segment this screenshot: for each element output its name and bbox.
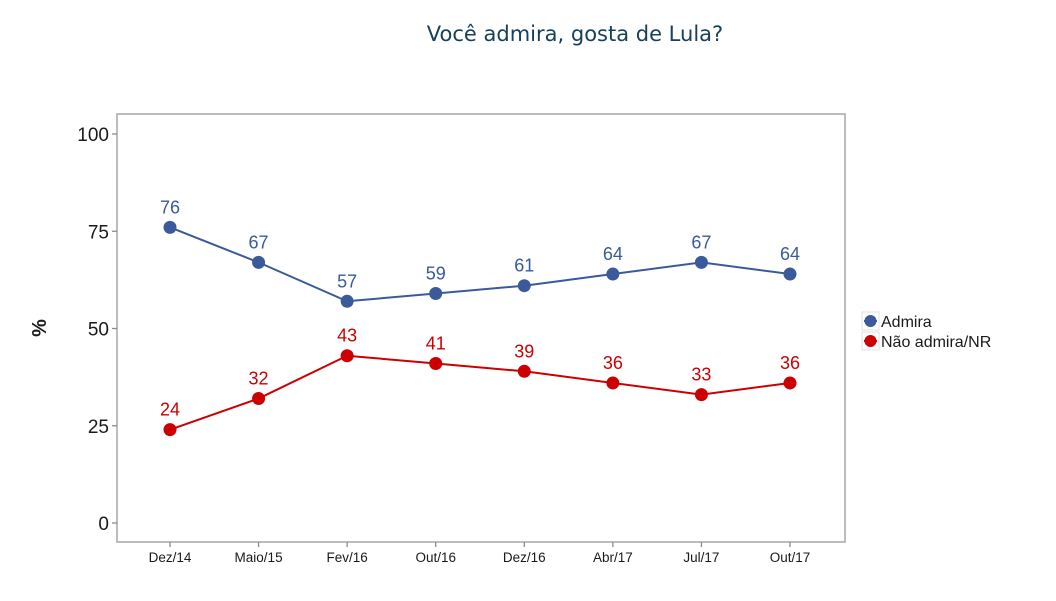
x-tick-label: Out/16 — [415, 550, 456, 565]
x-tick-label: Maio/15 — [235, 550, 283, 565]
y-tick-label: 75 — [88, 222, 109, 243]
data-point — [163, 220, 177, 234]
legend-item: Admira — [861, 311, 932, 331]
y-tick-label: 0 — [98, 514, 109, 535]
x-tick-label: Jul/17 — [683, 550, 719, 565]
x-axis: Dez/14 Maio/15 Fev/16 Out/16 Dez/16 Abr/17 Jul… — [149, 542, 811, 565]
data-point — [252, 255, 266, 269]
series-admira: 76 67 57 59 61 64 67 64 — [160, 197, 800, 308]
data-label: 61 — [514, 256, 534, 276]
y-tick-label: 100 — [77, 125, 109, 146]
data-point — [783, 376, 797, 390]
data-label: 64 — [603, 244, 623, 264]
data-label: 59 — [426, 263, 446, 283]
data-point — [252, 392, 266, 406]
data-label: 36 — [603, 353, 623, 373]
series-layer: 76 67 57 59 61 64 67 64 24 32 43 41 39 36 33 36 — [160, 197, 800, 437]
data-label: 43 — [337, 326, 357, 346]
data-point — [606, 267, 620, 281]
x-tick-label: Dez/14 — [149, 550, 192, 565]
data-point — [694, 255, 708, 269]
legend: Admira Não admira/NR — [861, 311, 991, 351]
series-line — [169, 354, 791, 431]
x-tick-label: Out/17 — [770, 550, 811, 565]
data-point — [429, 357, 443, 371]
y-axis-title: % — [29, 319, 51, 337]
data-point — [783, 267, 797, 281]
legend-label: Não admira/NR — [881, 334, 991, 351]
data-label: 41 — [426, 334, 446, 354]
data-label: 76 — [160, 197, 180, 217]
y-tick-label: 50 — [88, 320, 109, 341]
data-point — [163, 423, 177, 437]
x-tick-label: Dez/16 — [503, 550, 546, 565]
data-label: 24 — [160, 400, 180, 420]
data-label: 67 — [249, 232, 269, 252]
legend-item: Não admira/NR — [861, 331, 991, 351]
x-tick-label: Fev/16 — [327, 550, 368, 565]
x-tick-label: Abr/17 — [593, 550, 633, 565]
data-label: 39 — [514, 341, 534, 361]
series-line — [169, 226, 791, 303]
legend-label: Admira — [881, 314, 932, 331]
data-label: 32 — [249, 369, 269, 389]
data-point — [517, 364, 531, 378]
data-point — [340, 349, 354, 363]
data-point — [517, 279, 531, 293]
plot-panel — [116, 113, 846, 543]
data-label: 57 — [337, 271, 357, 291]
data-point — [429, 286, 443, 300]
series-nao-admira: 24 32 43 41 39 36 33 36 — [160, 326, 800, 437]
data-point — [606, 376, 620, 390]
legend-marker-icon — [864, 335, 877, 347]
data-label: 64 — [780, 244, 800, 264]
chart-title: Você admira, gosta de Lula? — [426, 22, 724, 46]
y-tick-label: 25 — [88, 417, 109, 438]
data-point — [694, 388, 708, 402]
data-label: 67 — [691, 232, 711, 252]
y-axis: 0 25 50 75 100 — [77, 125, 117, 535]
legend-marker-icon — [864, 315, 877, 327]
data-point — [340, 294, 354, 308]
data-label: 33 — [691, 365, 711, 385]
data-label: 36 — [780, 353, 800, 373]
